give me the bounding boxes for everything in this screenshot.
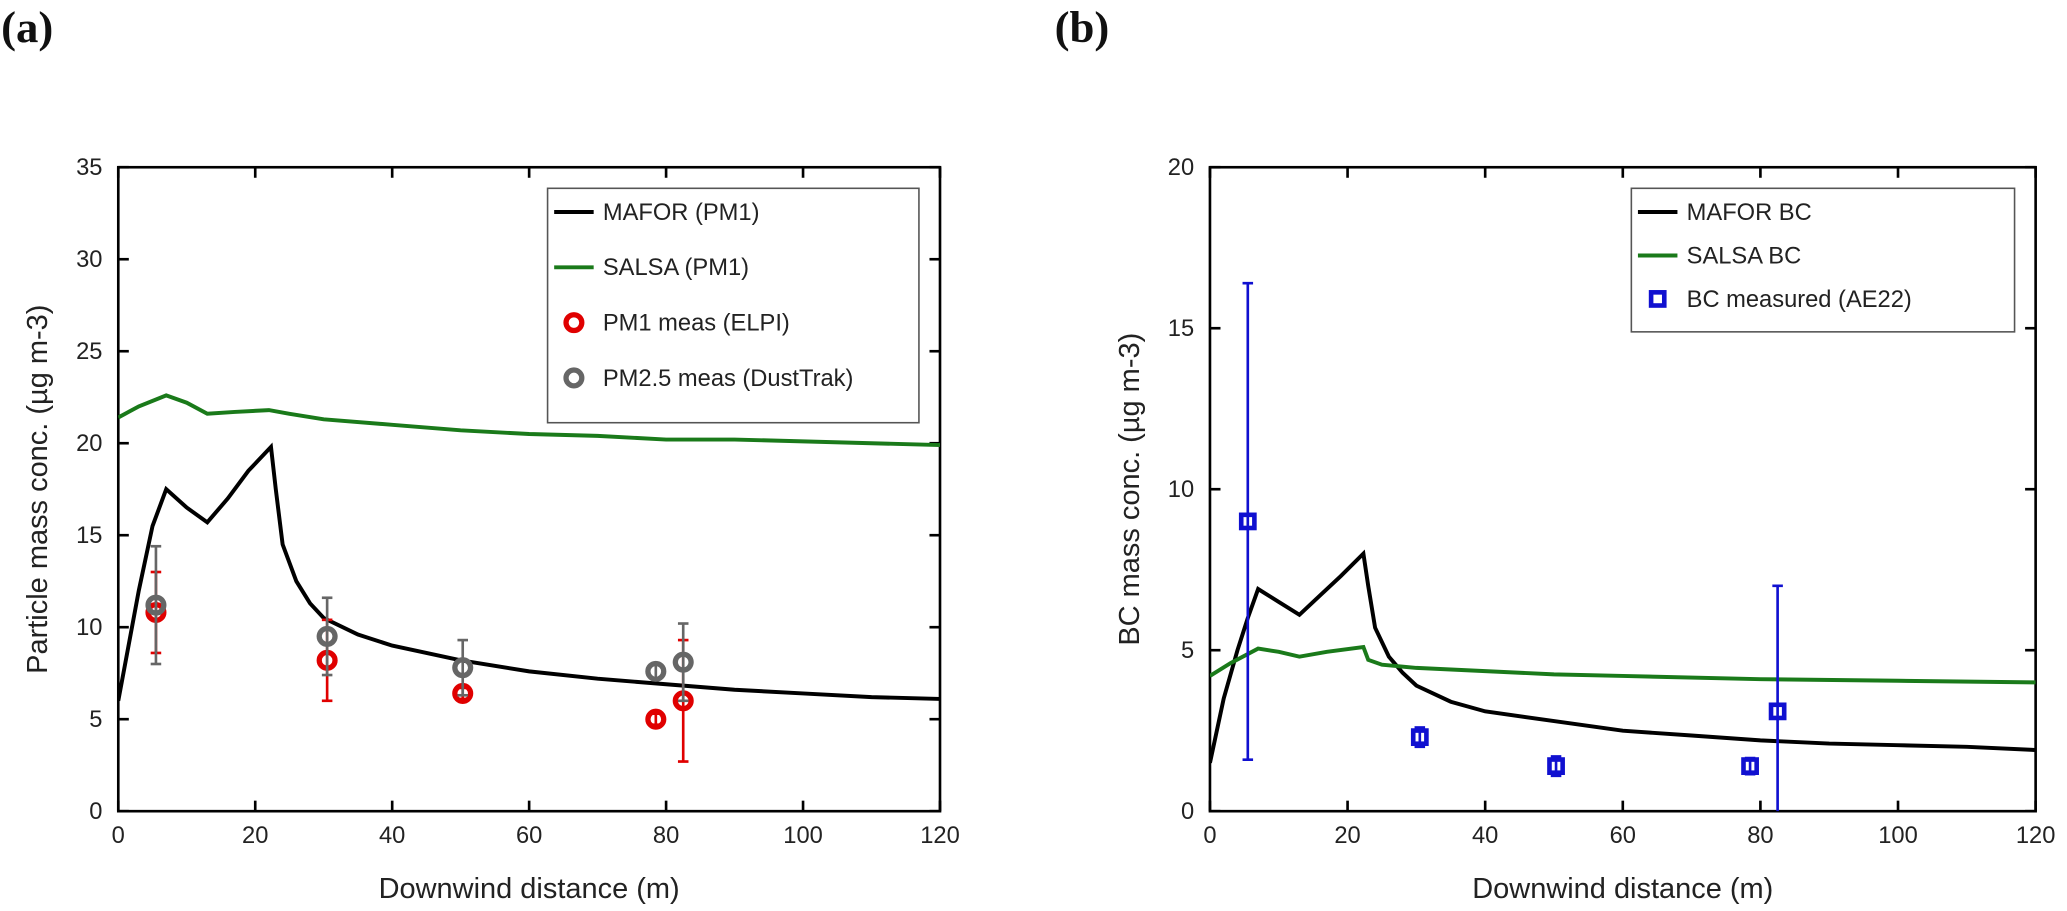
marker — [645, 660, 667, 682]
y-tick-label: 5 — [1181, 638, 1194, 664]
series-line — [118, 393, 941, 448]
x-tick-label: 100 — [783, 823, 823, 849]
marker — [316, 625, 338, 647]
legend-marker — [563, 367, 585, 389]
marker — [1768, 702, 1787, 721]
x-tick-label: 40 — [1472, 823, 1498, 849]
y-tick-label: 25 — [76, 339, 102, 365]
plot-area — [118, 393, 941, 763]
marker — [1410, 728, 1429, 747]
y-tick-label: 20 — [1168, 155, 1194, 181]
y-tick-label: 10 — [76, 615, 102, 641]
y-axis-label: BC mass conc. (µg m-3) — [1114, 333, 1146, 646]
x-tick-label: 100 — [1878, 823, 1918, 849]
error-bar — [150, 544, 162, 666]
error-bar — [457, 638, 468, 697]
legend-marker — [563, 312, 585, 334]
error-bar — [1772, 584, 1783, 812]
y-tick-label: 0 — [1181, 799, 1194, 825]
series-line — [1209, 644, 2036, 685]
marker — [145, 594, 167, 616]
x-tick-label: 20 — [242, 823, 268, 849]
x-tick-label: 0 — [112, 823, 125, 849]
marker — [672, 651, 694, 673]
y-tick-label: 10 — [1168, 477, 1194, 503]
legend-marker — [1648, 290, 1667, 308]
y-tick-label: 15 — [76, 523, 102, 549]
y-tick-label: 30 — [76, 247, 102, 273]
x-tick-label: 60 — [1610, 823, 1636, 849]
marker — [452, 657, 474, 679]
y-tick-label: 20 — [76, 431, 102, 457]
legend-label: MAFOR (PM1) — [603, 200, 760, 226]
x-tick-label: 60 — [516, 823, 542, 849]
series-line — [1209, 549, 2036, 764]
legend-label: PM2.5 meas (DustTrak) — [603, 366, 854, 392]
error-bar — [677, 622, 689, 703]
marker — [1547, 757, 1565, 775]
marker — [1741, 757, 1759, 775]
legend-label: SALSA BC — [1687, 243, 1802, 269]
legend-box — [1630, 187, 2016, 333]
legend-label: BC measured (AE22) — [1687, 287, 1912, 313]
x-tick-label: 80 — [1747, 823, 1773, 849]
marker — [1238, 512, 1257, 531]
legend-box — [546, 187, 920, 424]
x-tick-label: 120 — [2016, 823, 2056, 849]
x-tick-label: 20 — [1334, 823, 1360, 849]
y-tick-label: 5 — [89, 707, 102, 733]
plot-area — [1209, 281, 2036, 812]
y-tick-label: 15 — [1168, 316, 1194, 342]
x-tick-label: 80 — [653, 823, 679, 849]
series-line — [118, 442, 941, 702]
legend-label: PM1 meas (ELPI) — [603, 311, 790, 337]
marker — [645, 708, 667, 730]
y-tick-label: 0 — [89, 799, 102, 825]
legend-label: MAFOR BC — [1687, 200, 1812, 226]
panel-label: (b) — [1055, 2, 1110, 52]
x-tick-label: 120 — [920, 823, 960, 849]
error-bar — [321, 596, 333, 677]
x-tick-label: 40 — [379, 823, 405, 849]
x-tick-label: 0 — [1203, 823, 1216, 849]
x-axis-label: Downwind distance (m) — [1472, 873, 1773, 905]
error-bar — [1242, 281, 1254, 761]
y-tick-label: 35 — [76, 155, 102, 181]
panel-label: (a) — [1, 2, 53, 52]
x-axis-label: Downwind distance (m) — [379, 873, 680, 905]
legend-label: SALSA (PM1) — [603, 255, 749, 281]
y-axis-label: Particle mass conc. (µg m-3) — [22, 305, 54, 674]
